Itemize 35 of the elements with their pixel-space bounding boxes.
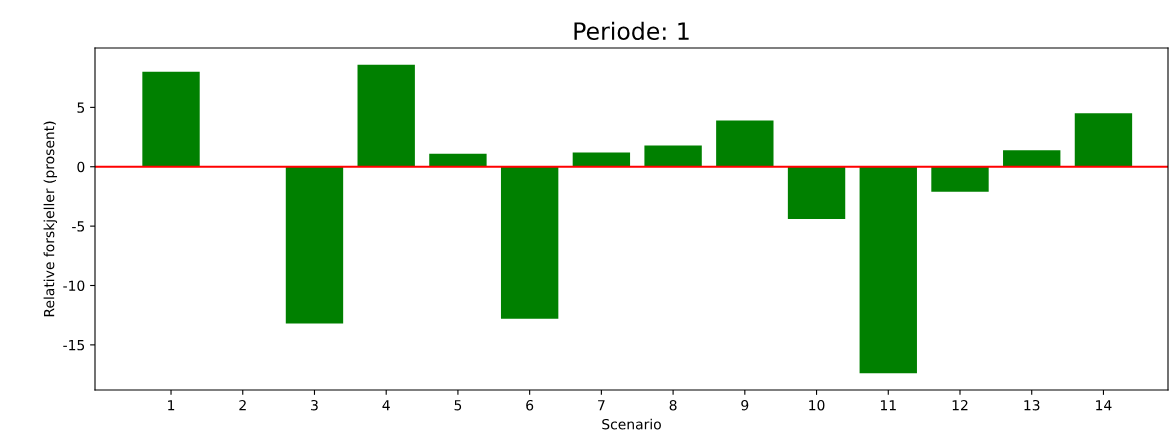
x-tick-label: 2 [239, 399, 246, 411]
x-tick-label: 9 [741, 399, 749, 411]
bar [285, 166, 344, 324]
chart-title: Periode: 1 [574, 21, 689, 40]
x-tick-label: 3 [311, 399, 318, 411]
y-axis-title: Relative forskjeller (prosent) [43, 121, 58, 317]
y-tick-label: -10 [63, 280, 85, 291]
bar [1003, 150, 1061, 167]
x-tick-label: 5 [454, 400, 462, 411]
x-tick-label: 1 [168, 400, 175, 411]
x-tick-label: 8 [669, 399, 677, 411]
x-tick-label: 4 [382, 400, 390, 411]
bar [787, 166, 846, 219]
x-tick-label: 6 [526, 399, 534, 411]
bar [429, 153, 487, 167]
x-tick-label: 7 [598, 400, 605, 411]
x-tick-label: 11 [880, 400, 896, 411]
bar [859, 166, 917, 374]
x-tick-label: 12 [952, 399, 968, 411]
y-tick-label: 0 [77, 161, 85, 173]
x-tick-label: 10 [809, 399, 825, 411]
bar [357, 64, 415, 167]
x-tick-label: 14 [1096, 400, 1112, 411]
bar [644, 145, 702, 167]
bar [572, 152, 631, 167]
bar [716, 120, 774, 167]
bar [1074, 113, 1133, 167]
y-tick-label: -5 [72, 221, 85, 232]
x-tick-label: 13 [1024, 399, 1040, 411]
bar [142, 71, 200, 167]
bar [500, 166, 559, 319]
y-tick-label: 5 [77, 102, 85, 113]
x-axis-title: Scenario [602, 418, 661, 430]
y-tick-label: -15 [63, 340, 85, 351]
bar [931, 166, 989, 192]
